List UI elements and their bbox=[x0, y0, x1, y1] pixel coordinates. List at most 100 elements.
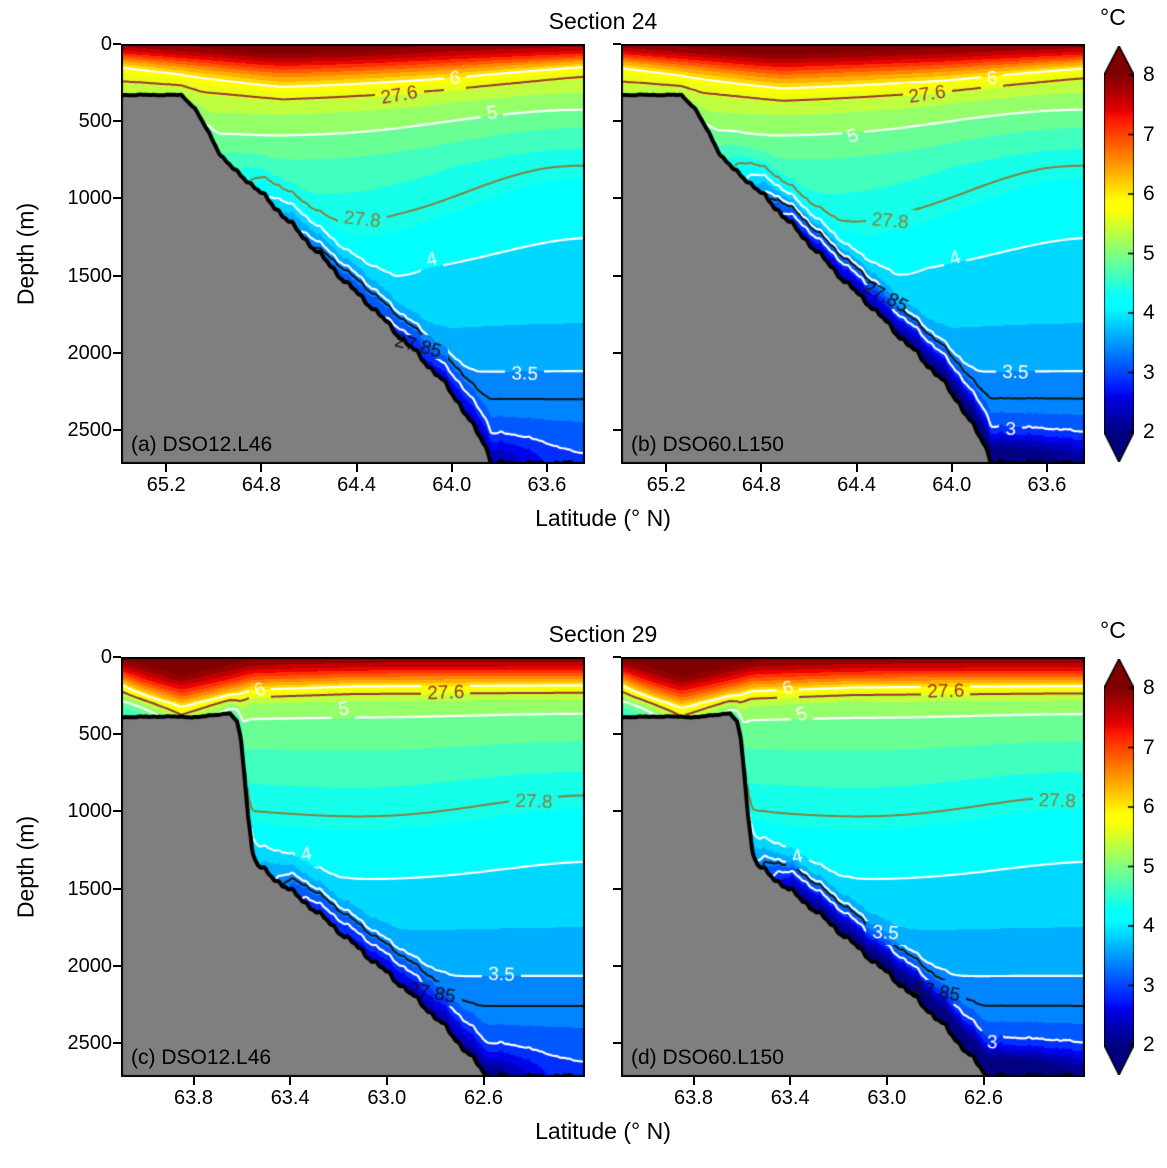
y-tick bbox=[113, 120, 121, 123]
y-tick-label: 2000 bbox=[67, 341, 113, 364]
y-tick bbox=[613, 810, 621, 813]
x-tick-label: 65.2 bbox=[646, 474, 686, 496]
y-tick-label: 1000 bbox=[67, 187, 113, 210]
x-tick-label: 63.6 bbox=[1027, 474, 1067, 496]
colorbar-tick-label: 6 bbox=[1143, 182, 1155, 205]
colorbar-tick-label: 5 bbox=[1143, 854, 1155, 878]
y-tick bbox=[113, 197, 121, 200]
y-tick-label: 500 bbox=[78, 110, 112, 133]
x-tick bbox=[482, 1077, 485, 1085]
colorbar-bottom bbox=[1104, 659, 1134, 1075]
panel-b-label: (b) DSO60.L150 bbox=[631, 433, 784, 456]
x-tick-label: 62.6 bbox=[464, 1087, 503, 1109]
colorbar-tick-label: 3 bbox=[1143, 973, 1155, 997]
x-tick bbox=[665, 464, 668, 472]
colorbar-top bbox=[1104, 46, 1134, 462]
colorbar-tick-label: 2 bbox=[1143, 1033, 1155, 1056]
x-tick bbox=[950, 464, 953, 472]
x-tick-label: 64.0 bbox=[432, 474, 472, 496]
x-tick bbox=[982, 1077, 985, 1085]
y-axis-label-bottom: Depth (m) bbox=[12, 815, 39, 919]
colorbar-tick-label: 3 bbox=[1143, 360, 1155, 384]
x-tick-label: 63.6 bbox=[527, 474, 567, 496]
y-tick bbox=[613, 1042, 621, 1045]
y-tick bbox=[113, 964, 121, 967]
x-tick-label: 63.0 bbox=[367, 1087, 407, 1109]
x-tick bbox=[165, 464, 168, 472]
panel-d-label: (d) DSO60.L150 bbox=[631, 1046, 784, 1069]
panel-a-label: (a) DSO12.L46 bbox=[131, 433, 273, 456]
y-tick bbox=[113, 887, 121, 890]
x-tick-label: 63.4 bbox=[270, 1087, 310, 1109]
y-tick bbox=[613, 43, 621, 45]
y-tick-label: 1000 bbox=[67, 800, 113, 823]
panel-c-contour-plot bbox=[121, 657, 585, 1077]
x-tick bbox=[545, 464, 548, 472]
x-tick-label: 63.8 bbox=[174, 1087, 213, 1109]
colorbar-tick-label: 7 bbox=[1143, 735, 1155, 759]
x-tick bbox=[260, 464, 263, 472]
colorbar-tick-label: 2 bbox=[1143, 420, 1155, 443]
y-tick-label: 1500 bbox=[67, 264, 113, 287]
x-tick bbox=[385, 1077, 388, 1085]
x-tick-label: 64.8 bbox=[241, 474, 281, 496]
y-tick bbox=[113, 429, 121, 432]
panel-c-label: (c) DSO12.L46 bbox=[131, 1046, 272, 1069]
y-tick-label: 0 bbox=[100, 646, 112, 668]
y-tick-label: 2500 bbox=[67, 1032, 113, 1055]
section-24-title: Section 24 bbox=[548, 8, 658, 34]
y-tick bbox=[113, 733, 121, 736]
x-tick bbox=[1045, 464, 1048, 472]
colorbar-tick-label: 4 bbox=[1143, 301, 1155, 324]
x-tick bbox=[692, 1077, 695, 1085]
panel-b-contour-plot bbox=[621, 44, 1085, 464]
x-axis-label-bottom: Latitude (° N) bbox=[535, 1118, 671, 1144]
y-tick bbox=[613, 351, 621, 354]
x-tick bbox=[192, 1077, 195, 1085]
x-tick bbox=[760, 464, 763, 472]
x-tick-label: 63.0 bbox=[867, 1087, 907, 1109]
y-tick-label: 2000 bbox=[67, 954, 113, 977]
y-tick bbox=[113, 656, 121, 658]
y-tick bbox=[113, 43, 121, 45]
colorbar-tick-label: 5 bbox=[1143, 241, 1155, 265]
section-29-title: Section 29 bbox=[548, 621, 658, 647]
x-axis-label-top: Latitude (° N) bbox=[535, 505, 671, 531]
y-tick-label: 1500 bbox=[67, 877, 113, 900]
y-tick bbox=[613, 120, 621, 123]
y-tick bbox=[613, 656, 621, 658]
y-axis-label-top: Depth (m) bbox=[12, 202, 39, 306]
x-tick-label: 64.8 bbox=[741, 474, 781, 496]
x-tick bbox=[355, 464, 358, 472]
y-tick bbox=[613, 274, 621, 277]
x-tick bbox=[289, 1077, 292, 1085]
y-tick-label: 0 bbox=[100, 33, 112, 55]
y-tick bbox=[613, 197, 621, 200]
colorbar-title-top: °C bbox=[1100, 4, 1126, 30]
x-tick-label: 63.8 bbox=[674, 1087, 713, 1109]
colorbar-title-bottom: °C bbox=[1100, 617, 1126, 643]
colorbar-tick-label: 6 bbox=[1143, 795, 1155, 818]
x-tick-label: 65.2 bbox=[146, 474, 186, 496]
y-tick bbox=[113, 1042, 121, 1045]
y-tick bbox=[613, 429, 621, 432]
y-tick bbox=[613, 733, 621, 736]
x-tick-label: 64.4 bbox=[337, 474, 377, 496]
y-tick bbox=[113, 351, 121, 354]
y-tick-label: 2500 bbox=[67, 419, 113, 442]
x-tick-label: 64.0 bbox=[932, 474, 972, 496]
y-tick bbox=[113, 810, 121, 813]
colorbar-tick-label: 4 bbox=[1143, 914, 1155, 937]
colorbar-tick-label: 7 bbox=[1143, 122, 1155, 146]
x-tick bbox=[885, 1077, 888, 1085]
panel-a-contour-plot bbox=[121, 44, 585, 464]
x-tick-label: 62.6 bbox=[964, 1087, 1003, 1109]
y-tick-label: 500 bbox=[78, 723, 112, 746]
colorbar-tick-label: 8 bbox=[1143, 676, 1155, 699]
x-tick bbox=[855, 464, 858, 472]
colorbar-tick-label: 8 bbox=[1143, 63, 1155, 86]
panel-d-contour-plot bbox=[621, 657, 1085, 1077]
x-tick-label: 63.4 bbox=[770, 1087, 810, 1109]
x-tick-label: 64.4 bbox=[837, 474, 877, 496]
y-tick bbox=[613, 887, 621, 890]
